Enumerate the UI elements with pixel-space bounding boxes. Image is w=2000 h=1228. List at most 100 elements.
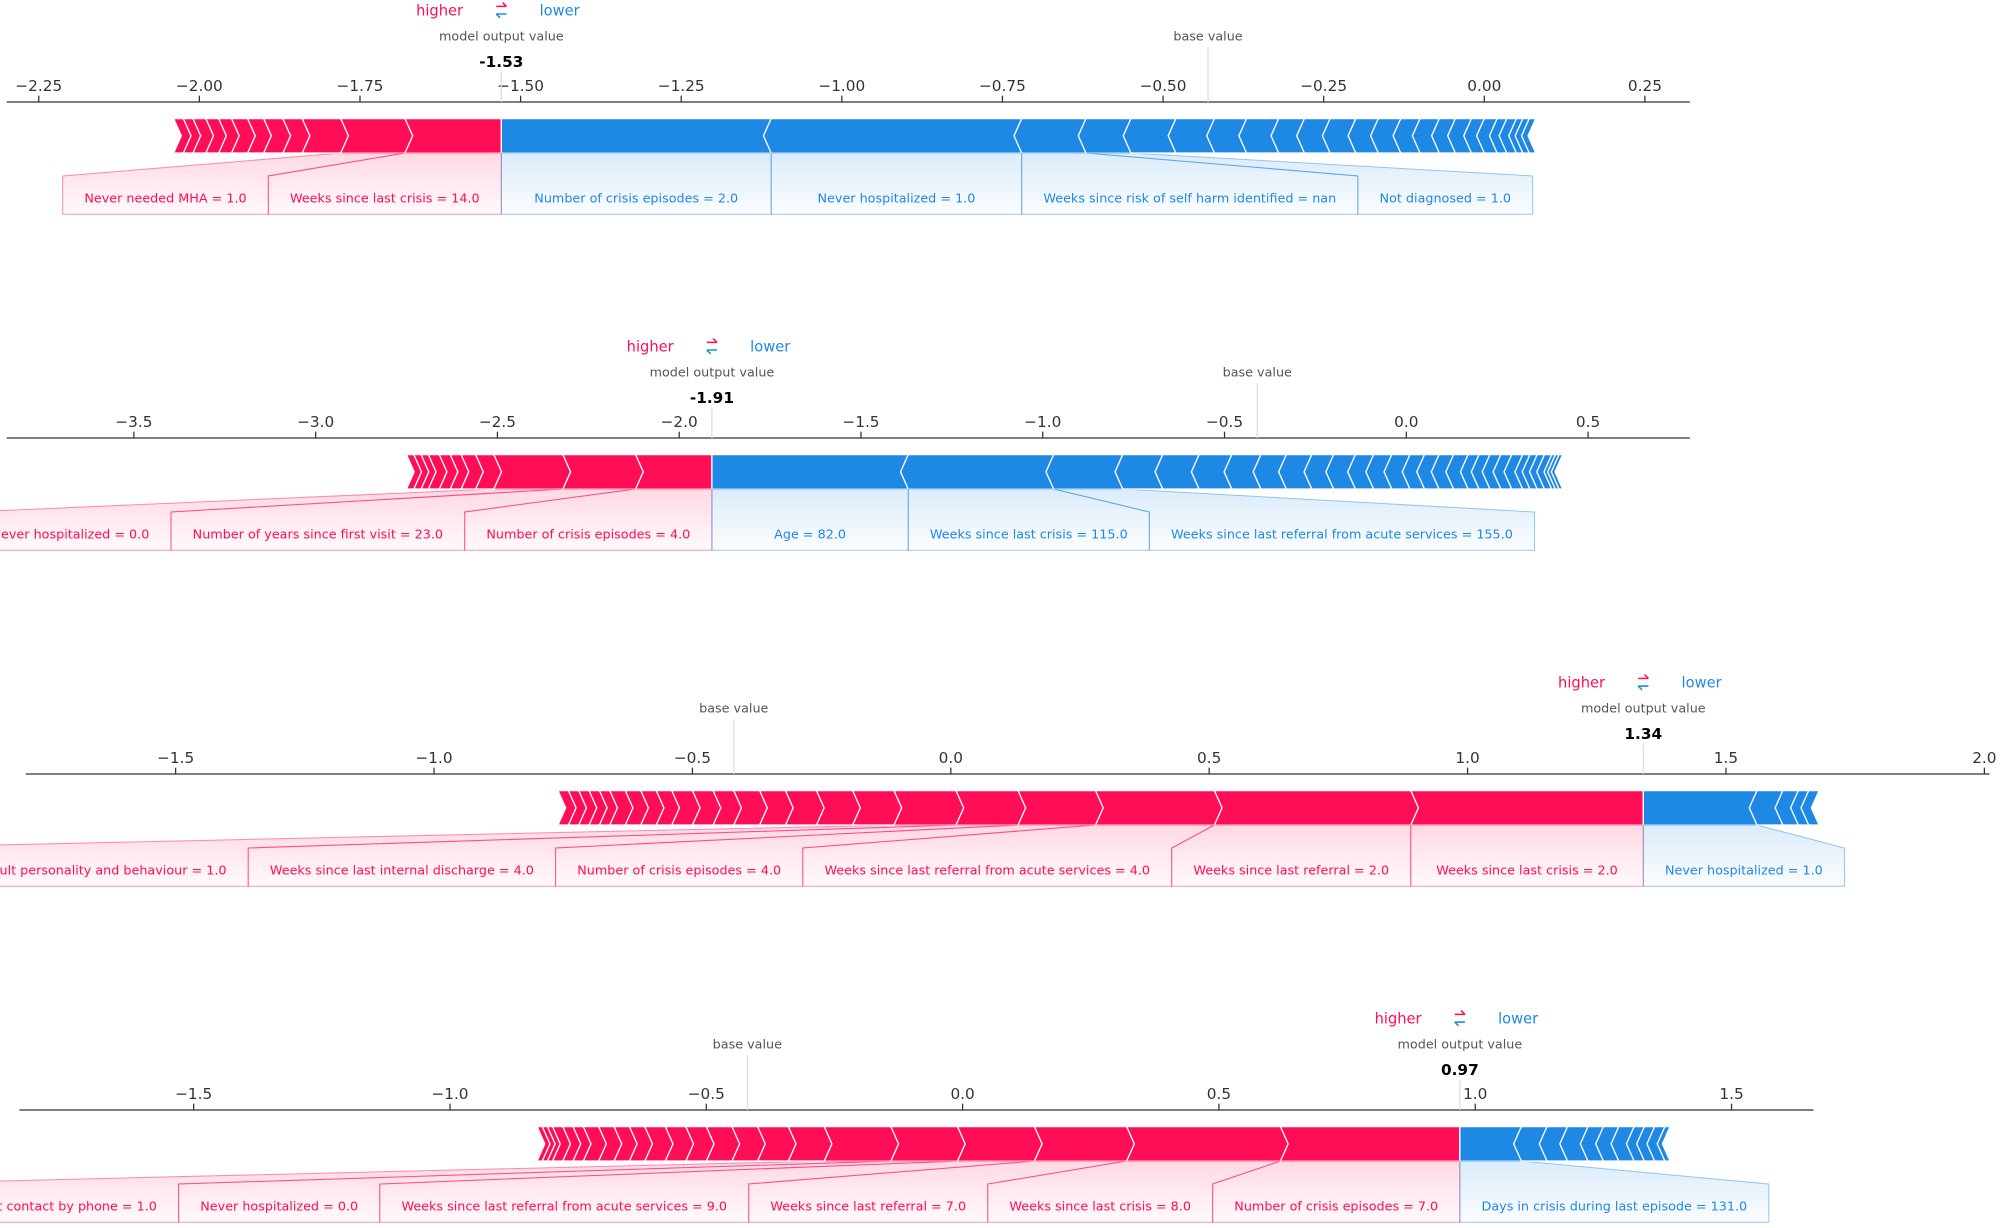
force-segment [172, 117, 192, 154]
force-segment [339, 117, 414, 154]
feature-label: Never hospitalized = 1.0 [1665, 863, 1823, 878]
x-tick-label: −1.5 [175, 1085, 212, 1103]
force-segment [1550, 453, 1564, 490]
force-segment [1213, 789, 1420, 826]
x-tick-label: 1.5 [1719, 1085, 1743, 1103]
feature-label: Weeks since last crisis = 2.0 [1436, 863, 1618, 878]
force-segment [956, 1125, 1043, 1162]
base-value-label: base value [699, 702, 768, 717]
force-segment [889, 1125, 966, 1162]
force-segment [1017, 789, 1104, 826]
force-segment [1520, 117, 1537, 154]
arrow-icon [706, 349, 718, 355]
x-tick-label: −3.5 [115, 413, 152, 431]
base-value-label: base value [1173, 29, 1242, 44]
x-tick-label: −0.5 [674, 749, 711, 767]
x-tick-label: −1.0 [1024, 413, 1061, 431]
output-label: model output value [439, 29, 564, 44]
x-tick-label: −0.75 [979, 77, 1026, 95]
x-tick-label: 2.0 [1972, 749, 1996, 767]
base-value-label: base value [1223, 365, 1292, 380]
force-segment [892, 789, 965, 826]
x-tick-label: −1.0 [431, 1085, 468, 1103]
arrow-icon [1638, 674, 1649, 680]
higher-label: higher [627, 338, 675, 355]
x-tick-label: −0.5 [1206, 413, 1243, 431]
lower-label: lower [1682, 674, 1723, 691]
arrow-icon [706, 338, 718, 344]
arrow-icon [1454, 1021, 1465, 1027]
higher-label: higher [1375, 1011, 1423, 1028]
arrow-icon [496, 2, 507, 8]
output-value: -1.91 [690, 389, 734, 407]
x-tick-label: −2.25 [15, 77, 62, 95]
x-tick-label: 0.5 [1207, 1085, 1231, 1103]
x-tick-label: −1.0 [415, 749, 452, 767]
output-label: model output value [650, 365, 775, 380]
x-tick-label: 1.0 [1463, 1085, 1487, 1103]
force-segment [405, 453, 423, 490]
force-segment [762, 117, 1023, 154]
x-tick-label: −1.75 [337, 77, 384, 95]
force-segment [1033, 1125, 1135, 1162]
x-tick-label: −1.5 [157, 749, 194, 767]
force-segment [536, 1125, 551, 1162]
feature-label: Never needed MHA = 1.0 [84, 191, 246, 206]
feature-label: Never hospitalized = 1.0 [818, 191, 976, 206]
output-value: -1.53 [479, 53, 523, 71]
feature-label: Number of crisis episodes = 4.0 [577, 863, 781, 878]
feature-label: Weeks since last crisis = 8.0 [1009, 1199, 1191, 1214]
feature-label: Number of crisis episodes = 7.0 [1234, 1199, 1438, 1214]
x-tick-label: −2.0 [661, 413, 698, 431]
feature-label: Weeks since last crisis = 115.0 [930, 527, 1128, 542]
feature-label: Weeks since last referral = 2.0 [1193, 863, 1389, 878]
force-segment [1656, 1125, 1672, 1162]
force-segment [492, 453, 572, 490]
feature-label: Days in crisis during last episode = 131… [1482, 1199, 1748, 1214]
force-segment [634, 453, 713, 490]
force-segment [557, 789, 577, 826]
force-segment [1409, 789, 1644, 826]
x-tick-label: 0.5 [1197, 749, 1221, 767]
x-tick-label: 0.5 [1576, 413, 1600, 431]
feature-label: Weeks since last referral = 7.0 [770, 1199, 966, 1214]
feature-label: Age = 82.0 [774, 527, 846, 542]
output-label: model output value [1581, 702, 1706, 717]
force-segment [403, 117, 502, 154]
force-segment [1459, 1125, 1523, 1162]
x-tick-label: −0.50 [1140, 77, 1187, 95]
x-tick-label: −0.25 [1300, 77, 1347, 95]
feature-label: Number of years since first visit = 23.0 [193, 527, 443, 542]
x-tick-label: −2.00 [176, 77, 223, 95]
output-value: 1.34 [1624, 725, 1662, 743]
force-segment [561, 453, 644, 490]
x-tick-label: 0.0 [1394, 413, 1418, 431]
lower-label: lower [1498, 1011, 1539, 1028]
force-segment [500, 117, 773, 154]
x-tick-label: −0.5 [688, 1085, 725, 1103]
x-tick-label: −1.50 [497, 77, 544, 95]
arrow-icon [495, 13, 507, 19]
x-tick-label: −3.0 [297, 413, 334, 431]
output-label: model output value [1398, 1038, 1523, 1053]
higher-label: higher [1558, 674, 1606, 691]
higher-label: higher [416, 2, 464, 19]
force-segment [1800, 789, 1820, 826]
base-value-label: base value [713, 1038, 782, 1053]
feature-label: Weeks since risk of self harm identified… [1043, 191, 1336, 206]
x-tick-label: 0.0 [950, 1085, 974, 1103]
x-tick-label: −1.00 [818, 77, 865, 95]
feature-label: F6 Disorders of adult personality and be… [0, 863, 227, 878]
force-segment [823, 1125, 900, 1162]
force-segment [1013, 117, 1087, 154]
force-segment [1125, 1125, 1289, 1162]
force-segment [1094, 789, 1223, 826]
feature-label: Never hospitalized = 0.0 [0, 527, 149, 542]
feature-label: Weeks since last crisis = 14.0 [290, 191, 480, 206]
x-tick-label: 1.5 [1714, 749, 1738, 767]
force-segment [1279, 1125, 1461, 1162]
x-tick-label: −1.25 [658, 77, 705, 95]
x-tick-label: −2.5 [479, 413, 516, 431]
